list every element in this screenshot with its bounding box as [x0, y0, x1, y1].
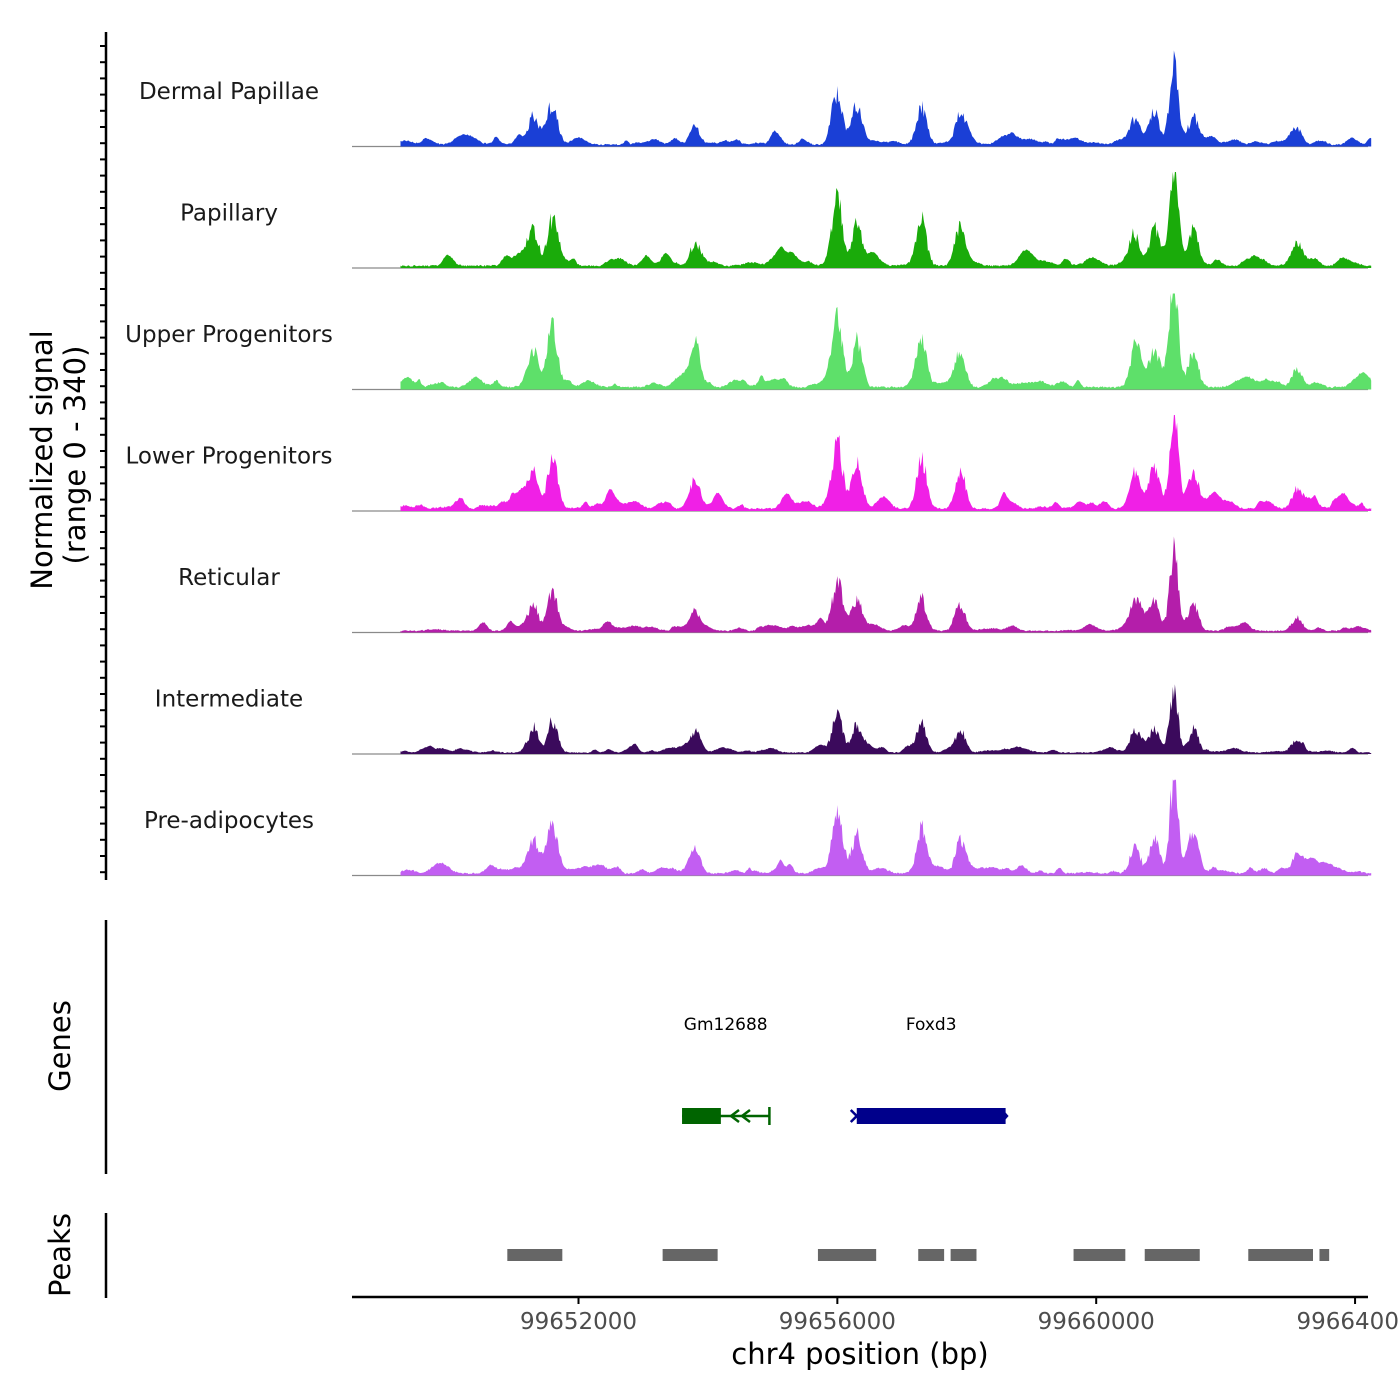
- strand-arrow-icon: [739, 1109, 751, 1123]
- gene-annotations: Gm12688 Foxd3: [682, 1015, 1009, 1125]
- track-upper-progenitors: Upper Progenitors: [125, 293, 1372, 391]
- track-intermediate: Intermediate: [155, 684, 1372, 755]
- track-label: Upper Progenitors: [125, 322, 333, 348]
- peak-region: [1248, 1249, 1313, 1261]
- peak-region: [817, 1249, 877, 1261]
- peak-region: [918, 1249, 945, 1261]
- gene-exon-block: [682, 1108, 721, 1124]
- coverage-area: [400, 536, 1372, 633]
- track-label: Intermediate: [155, 687, 303, 713]
- signal-y-axis: [100, 32, 108, 880]
- peak-region: [507, 1249, 563, 1261]
- coverage-area: [400, 684, 1372, 754]
- track-label: Papillary: [180, 201, 278, 227]
- track-dermal-papillae: Dermal Papillae: [139, 50, 1372, 148]
- coverage-area: [400, 293, 1372, 390]
- x-axis-title: chr4 position (bp): [731, 1337, 988, 1371]
- gene-label: Foxd3: [906, 1015, 957, 1035]
- gene-label: Gm12688: [684, 1015, 768, 1035]
- track-reticular: Reticular: [178, 536, 1372, 634]
- y-axis-title-line1: Normalized signal: [25, 330, 59, 589]
- coverage-area: [400, 779, 1372, 876]
- x-axis: 99652000 99656000 99660000 99664000: [352, 1295, 1400, 1335]
- x-tick-label: 99656000: [779, 1309, 896, 1335]
- strand-arrow-icon: [728, 1109, 740, 1123]
- track-label: Dermal Papillae: [139, 79, 319, 105]
- gene-foxd3: Foxd3: [849, 1015, 1009, 1124]
- genes-track-title: Genes: [43, 1000, 77, 1092]
- x-tick-label: 99652000: [520, 1309, 637, 1335]
- peak-region: [950, 1249, 977, 1261]
- coverage-area: [400, 50, 1372, 147]
- gene-exon-block: [856, 1108, 1006, 1124]
- track-lower-progenitors: Lower Progenitors: [126, 415, 1372, 512]
- peak-region: [1073, 1249, 1126, 1261]
- track-pre-adipocytes: Pre-adipocytes: [144, 779, 1372, 877]
- coverage-area: [400, 172, 1372, 268]
- strand-arrow-icon: [1001, 1108, 1009, 1124]
- track-label: Lower Progenitors: [126, 444, 333, 470]
- track-label: Reticular: [178, 565, 280, 591]
- x-tick-label: 99664000: [1297, 1309, 1400, 1335]
- peaks-track-title: Peaks: [43, 1213, 77, 1297]
- track-label: Pre-adipocytes: [144, 808, 314, 834]
- peak-regions: [507, 1249, 1330, 1261]
- gene-gm12688: Gm12688: [682, 1015, 771, 1125]
- track-papillary: Papillary: [180, 172, 1372, 269]
- peak-region: [1319, 1249, 1330, 1261]
- gene-start-mark-icon: [849, 1109, 864, 1123]
- peak-region: [1144, 1249, 1200, 1261]
- y-axis-title-line2: (range 0 - 340): [58, 346, 92, 565]
- x-tick-label: 99660000: [1038, 1309, 1155, 1335]
- coverage-tracks: Dermal Papillae Papillary Upper Progenitor…: [125, 50, 1372, 877]
- coverage-area: [400, 415, 1372, 511]
- peak-region: [662, 1249, 718, 1261]
